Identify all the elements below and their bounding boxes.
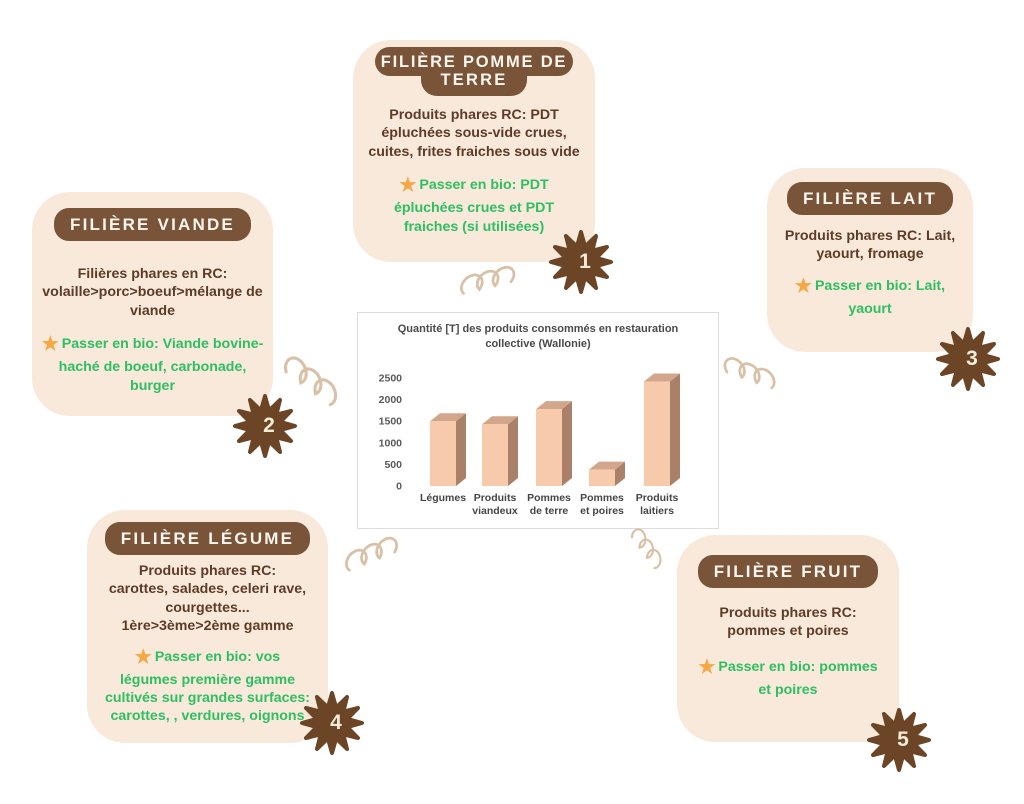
card-title: FILIÈRE FRUIT (697, 555, 879, 588)
svg-text:Pommes: Pommes (527, 492, 571, 504)
card-body: Produits phares RC: pommes et poires (719, 605, 857, 640)
bio-text: Passer en bio: Viande bovine- haché de b… (58, 336, 264, 394)
card-title: FILIÈRE LÉGUME (104, 522, 311, 555)
svg-text:Produits: Produits (474, 492, 517, 504)
card-body: Produits phares RC: Lait, yaourt, fromag… (784, 228, 956, 263)
flower-icon (233, 394, 297, 458)
bio-note: ★ Passer en bio: Lait, yaourt (773, 275, 967, 318)
svg-text:2500: 2500 (379, 373, 403, 385)
star-icon: ★ (794, 275, 812, 297)
svg-text:1000: 1000 (379, 437, 403, 449)
bio-text: Passer en bio: pommes et poires (718, 658, 878, 698)
bio-text: Passer en bio: PDT épluchées crues et PD… (393, 177, 555, 235)
card-title: FILIÈRE VIANDE (54, 208, 251, 241)
card-title-banner: FILIÈRE POMME DE TERRE (375, 47, 573, 96)
bio-note: ★ Passer en bio: pommes et poires (683, 656, 893, 699)
star-icon: ★ (41, 334, 59, 356)
squiggle-connector-top (460, 265, 516, 295)
svg-text:laitiers: laitiers (640, 505, 674, 517)
svg-text:et poires: et poires (580, 505, 624, 517)
bio-text: Passer en bio: vos légumes première gamm… (104, 648, 311, 725)
star-icon: ★ (698, 656, 716, 678)
svg-text:0: 0 (396, 481, 402, 493)
bio-note: ★ Passer en bio: PDT épluchées crues et P… (359, 174, 589, 236)
badge-number: 4 (330, 711, 342, 734)
squiggle-connector-right (723, 357, 776, 390)
star-icon: ★ (134, 646, 152, 668)
badge-5: 5 (867, 708, 931, 772)
badge-number: 1 (579, 250, 591, 273)
card-title-line2: TERRE (421, 71, 527, 96)
flower-icon (867, 708, 931, 772)
svg-text:Pommes: Pommes (580, 492, 624, 504)
card-body: Produits phares RC: PDT épluchées sous-v… (368, 107, 580, 160)
flower-icon (936, 327, 1000, 391)
badge-number: 2 (263, 414, 275, 437)
badge-1: 1 (549, 230, 613, 294)
svg-text:de terre: de terre (530, 505, 569, 517)
bio-text: Passer en bio: Lait, yaourt (814, 277, 946, 317)
badge-2: 2 (233, 394, 297, 458)
svg-text:Produits: Produits (636, 492, 679, 504)
squiggle-connector-left (284, 356, 338, 407)
bio-note: ★ Passer en bio: Viande bovine- haché de … (38, 333, 267, 395)
chart-panel: Quantité [T] des produits consommés en r… (357, 312, 719, 529)
star-icon: ★ (399, 175, 417, 197)
badge-4: 4 (300, 691, 364, 755)
chart-title: Quantité [T] des produits consommés en r… (397, 323, 679, 350)
svg-text:1500: 1500 (379, 416, 403, 428)
card-filiere-lait: FILIÈRE LAIT Produits phares RC: Lait, y… (767, 168, 973, 352)
card-filiere-pomme-de-terre: FILIÈRE POMME DE TERRE Produits phares R… (353, 40, 595, 262)
bio-note: ★ Passer en bio: vos légumes première gam… (93, 646, 322, 726)
badge-number: 3 (966, 347, 978, 370)
card-filiere-legume: FILIÈRE LÉGUME Produits phares RC: carot… (87, 510, 328, 743)
svg-text:Légumes: Légumes (420, 492, 466, 504)
card-body: Produits phares RC: carottes, salades, c… (108, 563, 307, 635)
badge-number: 5 (897, 728, 909, 751)
card-body: Filières phares en RC: volaille>porc>boe… (42, 266, 263, 319)
flower-icon (300, 691, 364, 755)
svg-text:viandeux: viandeux (472, 505, 518, 517)
card-filiere-viande: FILIÈRE VIANDE Filières phares en RC: vo… (32, 192, 273, 416)
badge-3: 3 (936, 327, 1000, 391)
svg-text:2000: 2000 (379, 394, 403, 406)
svg-text:500: 500 (384, 459, 402, 471)
card-title: FILIÈRE LAIT (786, 182, 954, 215)
squiggle-connector-bottom-left (345, 536, 398, 572)
squiggle-connector-bottom-right (630, 528, 662, 570)
flower-icon (549, 230, 613, 294)
card-filiere-fruit: FILIÈRE FRUIT Produits phares RC: pommes… (677, 535, 899, 742)
